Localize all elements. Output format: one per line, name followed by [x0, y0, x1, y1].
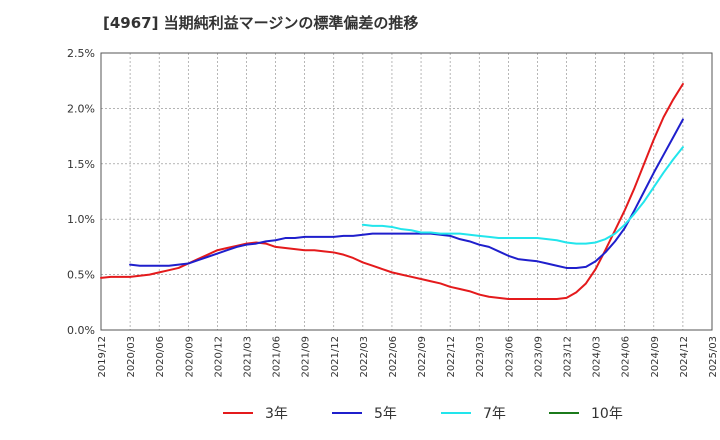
- x-tick-label: 2021/03: [242, 336, 253, 378]
- series-line-7年: [361, 146, 684, 245]
- x-tick-label: 2023/12: [563, 336, 574, 378]
- x-tick-label: 2020/06: [155, 336, 166, 378]
- y-tick-label: 0.5%: [67, 269, 95, 282]
- x-tick-label: 2024/03: [592, 336, 603, 378]
- x-tick-label: 2024/09: [650, 336, 661, 378]
- legend-label-5年: 5年: [374, 406, 397, 422]
- series-line-3年: [100, 83, 684, 300]
- grid-layer: [100, 52, 713, 331]
- x-tick-label: 2022/03: [359, 336, 370, 378]
- chart-title: [4967] 当期純利益マージンの標準偏差の推移: [103, 14, 419, 32]
- x-tick-label: 2022/06: [388, 336, 399, 378]
- x-tick-label: 2022/12: [446, 336, 457, 378]
- y-tick-label: 2.0%: [67, 102, 95, 115]
- series-line-5年: [129, 118, 684, 269]
- x-tick-label: 2020/03: [126, 336, 137, 378]
- x-tick-label: 2021/06: [272, 336, 283, 378]
- x-tick-label: 2024/12: [679, 336, 690, 378]
- x-tick-label: 2019/12: [97, 336, 108, 378]
- x-tick-label: 2023/09: [533, 336, 544, 378]
- legend-label-10年: 10年: [591, 406, 623, 422]
- legend-label-3年: 3年: [265, 406, 288, 422]
- x-tick-label: 2020/09: [184, 336, 195, 378]
- x-tick-label: 2020/12: [213, 336, 224, 378]
- x-tick-label: 2023/03: [475, 336, 486, 378]
- y-tick-label: 1.5%: [67, 158, 95, 171]
- x-tick-label: 2024/06: [621, 336, 632, 378]
- x-tick-label: 2021/12: [330, 336, 341, 378]
- x-tick-label: 2021/09: [301, 336, 312, 378]
- series-layer: [100, 83, 684, 300]
- x-tick-label: 2025/03: [708, 336, 719, 378]
- legend-label-7年: 7年: [483, 406, 506, 422]
- x-tick-label: 2023/06: [504, 336, 515, 378]
- x-tick-label: 2022/09: [417, 336, 428, 378]
- y-tick-label: 2.5%: [67, 47, 95, 60]
- plot-frame: [100, 52, 713, 331]
- y-tick-label: 1.0%: [67, 213, 95, 226]
- legend: 3年 5年 7年 10年: [223, 406, 623, 422]
- y-tick-label: 0.0%: [67, 324, 95, 337]
- axis-layer: 0.0% 0.5% 1.0% 1.5% 2.0% 2.5% 2019/12 2020/03 20…: [67, 47, 719, 378]
